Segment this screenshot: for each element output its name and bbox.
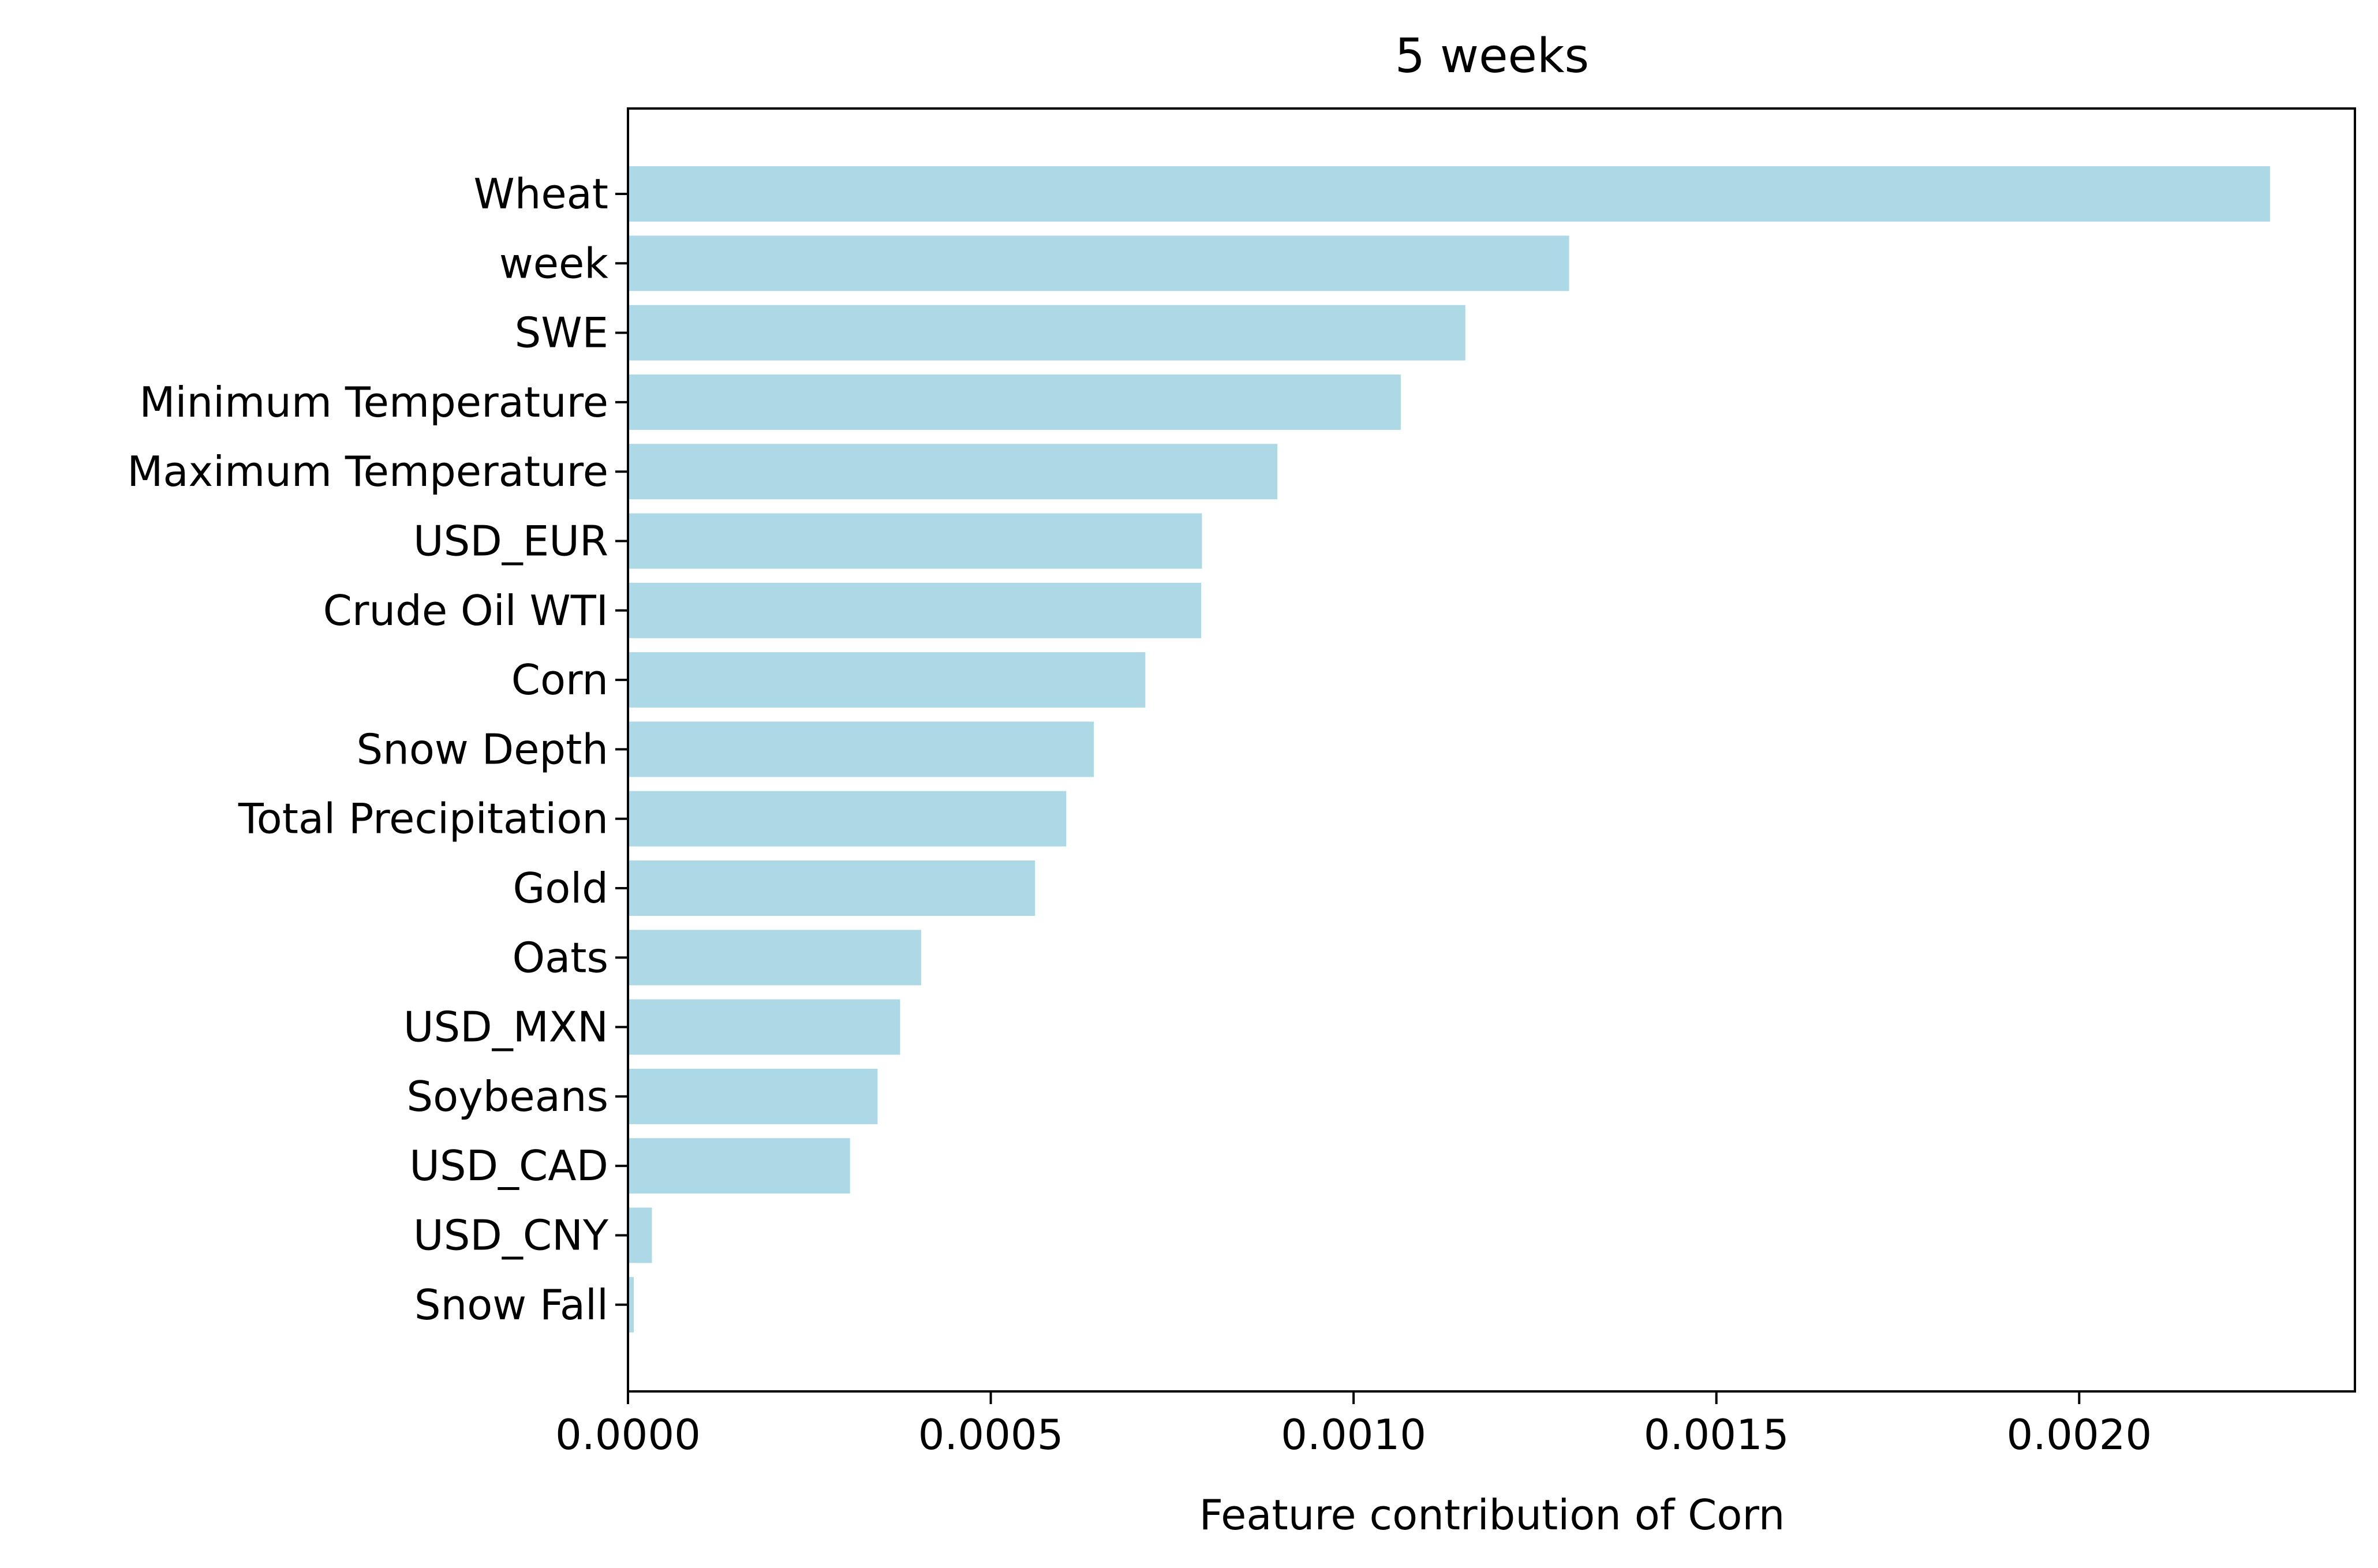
- y-tick-label-usd-mxn: USD_MXN: [403, 1003, 608, 1051]
- y-tick-label-oats: Oats: [512, 933, 608, 982]
- bar-wheat: [628, 166, 2270, 222]
- bar-usd-cny: [628, 1207, 652, 1263]
- y-tick-label-crude-oil-wti: Crude Oil WTI: [323, 586, 608, 635]
- x-tick-label: 0.0020: [2006, 1410, 2152, 1459]
- y-tick-label-maximum-temperature: Maximum Temperature: [127, 447, 608, 496]
- bar-usd-cad: [628, 1138, 850, 1194]
- y-tick-label-gold: Gold: [513, 864, 608, 912]
- bar-corn: [628, 652, 1146, 708]
- y-tick-label-snow-depth: Snow Depth: [357, 725, 608, 773]
- bar-snow-fall: [628, 1277, 634, 1333]
- bar-usd-eur: [628, 513, 1202, 569]
- bar-maximum-temperature: [628, 444, 1278, 500]
- bar-usd-mxn: [628, 999, 900, 1055]
- x-tick-label: 0.0015: [1644, 1410, 1789, 1459]
- bar-soybeans: [628, 1068, 878, 1124]
- chart-title: 5 weeks: [1395, 29, 1589, 84]
- bar-total-precipitation: [628, 791, 1067, 847]
- x-tick-label: 0.0000: [555, 1410, 701, 1459]
- bar-crude-oil-wti: [628, 582, 1202, 638]
- y-tick-label-usd-eur: USD_EUR: [413, 517, 608, 566]
- bar-minimum-temperature: [628, 374, 1401, 430]
- y-tick-label-minimum-temperature: Minimum Temperature: [139, 378, 608, 426]
- x-tick-label: 0.0005: [918, 1410, 1064, 1459]
- y-tick-label-wheat: Wheat: [474, 170, 608, 218]
- y-tick-label-snow-fall: Snow Fall: [414, 1281, 608, 1329]
- y-tick-label-total-precipitation: Total Precipitation: [238, 795, 608, 843]
- bar-week: [628, 235, 1569, 291]
- y-tick-label-soybeans: Soybeans: [406, 1072, 608, 1121]
- y-axis: Wheat week SWE Minimum Temperature Maximum T…: [127, 170, 628, 1329]
- bar-swe: [628, 305, 1465, 361]
- bar-snow-depth: [628, 721, 1094, 777]
- plot-area-frame: [627, 107, 2356, 1393]
- y-tick-label-swe: SWE: [515, 309, 608, 357]
- bar-gold: [628, 860, 1035, 916]
- x-tick-label: 0.0010: [1281, 1410, 1426, 1459]
- x-axis-label: Feature contribution of Corn: [1199, 1491, 1785, 1539]
- y-tick-label-corn: Corn: [511, 656, 608, 704]
- x-axis: 0.0000 0.0005 0.0010 0.0015 0.0020: [555, 1391, 2152, 1459]
- y-tick-label-week: week: [499, 239, 608, 287]
- y-tick-label-usd-cny: USD_CNY: [413, 1211, 609, 1260]
- bars-group: [628, 166, 2270, 1333]
- y-tick-label-usd-cad: USD_CAD: [409, 1142, 608, 1190]
- bar-oats: [628, 930, 921, 986]
